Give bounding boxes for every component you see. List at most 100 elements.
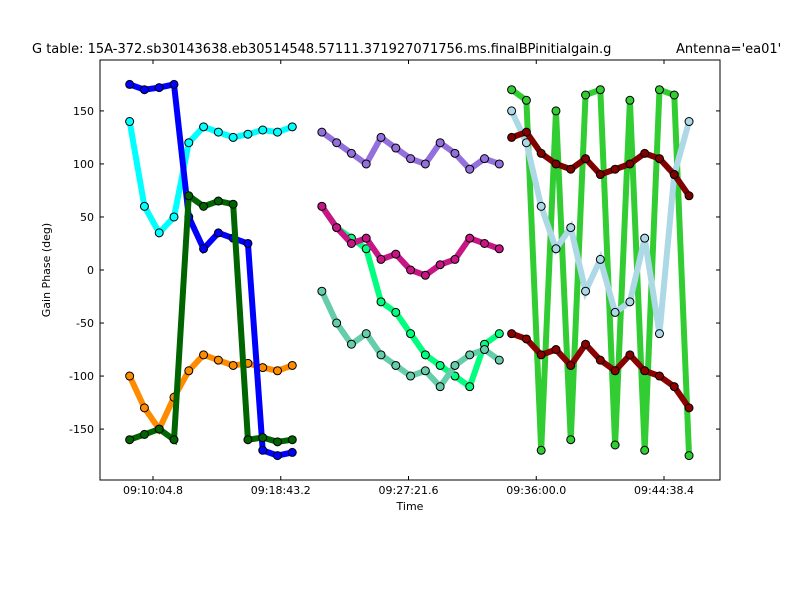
data-point xyxy=(169,435,179,445)
data-point xyxy=(684,117,694,127)
data-point xyxy=(507,132,517,142)
data-point xyxy=(640,445,650,455)
data-point xyxy=(406,265,416,275)
data-point xyxy=(450,148,460,158)
y-tick-label: 0 xyxy=(87,264,94,277)
data-point xyxy=(494,329,504,339)
data-point xyxy=(536,148,546,158)
data-point xyxy=(332,223,342,233)
data-point xyxy=(566,360,576,370)
data-point xyxy=(480,345,490,355)
data-point xyxy=(654,371,664,381)
x-tick-label: 09:44:38.4 xyxy=(634,484,694,497)
data-point xyxy=(228,199,238,209)
data-point xyxy=(243,129,253,139)
data-point xyxy=(125,435,135,445)
data-point xyxy=(213,127,223,137)
data-point xyxy=(595,170,605,180)
data-point xyxy=(361,233,371,243)
data-point xyxy=(139,429,149,439)
data-point xyxy=(376,297,386,307)
x-tick-label: 09:10:04.8 xyxy=(123,484,183,497)
data-point xyxy=(213,228,223,238)
y-axis-label: Gain Phase (deg) xyxy=(40,223,53,317)
data-point xyxy=(317,127,327,137)
data-point xyxy=(376,350,386,360)
data-point xyxy=(551,244,561,254)
data-point xyxy=(625,350,635,360)
data-point xyxy=(494,355,504,365)
data-point xyxy=(654,329,664,339)
data-point xyxy=(595,254,605,264)
y-tick-label: -150 xyxy=(69,423,94,436)
x-axis-label: Time xyxy=(396,500,424,513)
data-point xyxy=(332,318,342,328)
data-point xyxy=(258,445,268,455)
x-tick-label: 09:27:21.6 xyxy=(379,484,439,497)
data-point xyxy=(581,154,591,164)
data-point xyxy=(640,148,650,158)
data-point xyxy=(376,132,386,142)
data-point xyxy=(625,95,635,105)
data-point xyxy=(406,371,416,381)
data-point xyxy=(346,238,356,248)
data-point xyxy=(521,127,531,137)
data-point xyxy=(169,212,179,222)
data-point xyxy=(420,270,430,280)
data-point xyxy=(465,382,475,392)
data-point xyxy=(317,286,327,296)
data-point xyxy=(507,85,517,95)
data-point xyxy=(258,125,268,135)
x-tick-label: 09:36:00.0 xyxy=(506,484,566,497)
data-point xyxy=(684,451,694,461)
data-point xyxy=(287,360,297,370)
chart-title: G table: 15A-372.sb30143638.eb30514548.5… xyxy=(32,42,611,57)
data-point xyxy=(169,79,179,89)
data-point xyxy=(684,191,694,201)
data-point xyxy=(332,138,342,148)
data-point xyxy=(435,260,445,270)
data-point xyxy=(199,201,209,211)
data-point xyxy=(154,228,164,238)
y-tick-label: -100 xyxy=(69,370,94,383)
data-point xyxy=(684,403,694,413)
data-point xyxy=(566,223,576,233)
data-point xyxy=(640,233,650,243)
data-point xyxy=(199,350,209,360)
data-point xyxy=(640,366,650,376)
data-point xyxy=(595,85,605,95)
data-point xyxy=(465,233,475,243)
data-point xyxy=(228,360,238,370)
data-point xyxy=(273,127,283,137)
data-point xyxy=(317,201,327,211)
data-point xyxy=(420,366,430,376)
y-tick-label: -50 xyxy=(76,317,94,330)
data-point xyxy=(420,159,430,169)
data-point xyxy=(184,191,194,201)
data-point xyxy=(654,85,664,95)
data-point xyxy=(450,360,460,370)
data-point xyxy=(199,122,209,132)
data-point xyxy=(465,350,475,360)
data-point xyxy=(406,154,416,164)
data-point xyxy=(507,329,517,339)
data-point xyxy=(139,85,149,95)
data-point xyxy=(287,447,297,457)
data-point xyxy=(669,90,679,100)
data-point xyxy=(273,451,283,461)
data-point xyxy=(669,170,679,180)
data-point xyxy=(610,164,620,174)
data-point xyxy=(361,329,371,339)
data-point xyxy=(654,154,664,164)
data-point xyxy=(125,117,135,127)
data-point xyxy=(420,350,430,360)
data-point xyxy=(243,238,253,248)
data-point xyxy=(551,159,561,169)
data-point xyxy=(507,106,517,116)
data-point xyxy=(435,138,445,148)
data-point xyxy=(581,339,591,349)
data-point xyxy=(465,164,475,174)
